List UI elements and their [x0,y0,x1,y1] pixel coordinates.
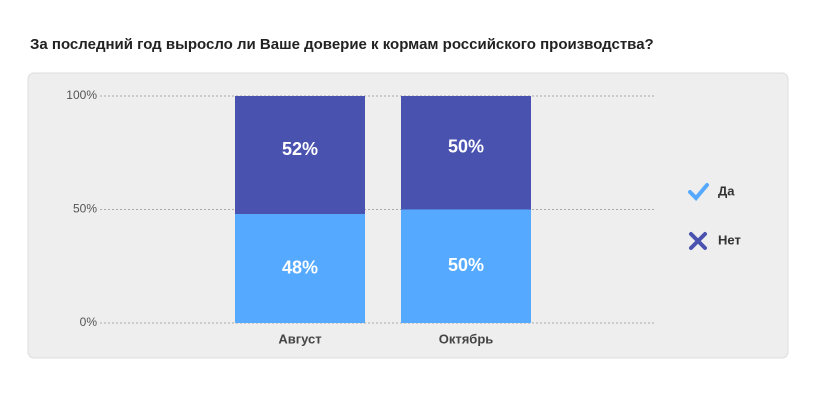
chart-title: За последний год выросло ли Ваше доверие… [30,36,654,53]
y-tick-label: 100% [66,88,97,102]
value-label: 48% [282,257,318,277]
value-label: 52% [282,139,318,159]
value-label: 50% [448,255,484,275]
legend-icon [688,183,709,201]
bar-segment [401,209,531,323]
legend-label: Нет [718,232,741,247]
value-label: 50% [448,137,484,157]
y-tick-label: 50% [73,202,97,216]
legend-icon [689,232,707,250]
bar-segment [235,214,365,323]
legend-label: Да [718,183,735,198]
y-tick-label: 0% [80,315,98,329]
bar-segment [401,96,531,210]
bar-segment [235,96,365,215]
x-tick-label: Август [278,331,321,346]
x-tick-label: Октябрь [439,331,494,346]
